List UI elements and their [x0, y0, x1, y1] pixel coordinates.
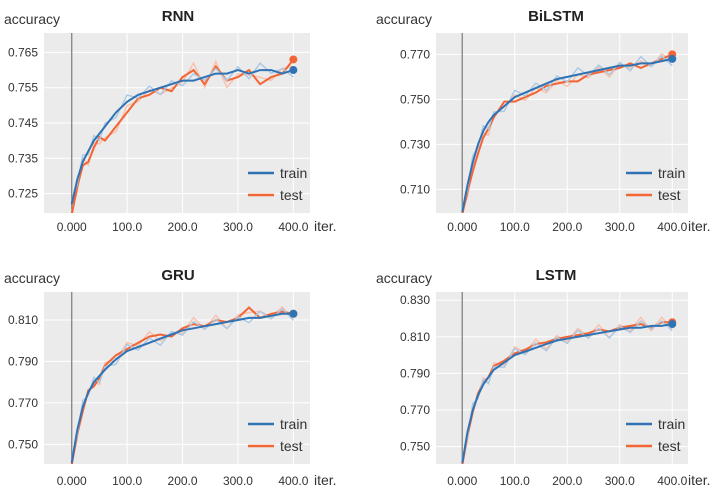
- x-tick-label: 300.0: [605, 474, 635, 488]
- chart-panel-lstm: accuracy LSTM 0.000 100.0 200.0 300.0 400.0 0…: [370, 262, 724, 499]
- x-tick-label: 400.0: [657, 220, 687, 234]
- endpoint-marker-train: [668, 54, 677, 63]
- chart-title: GRU: [161, 267, 194, 284]
- y-tick-label: 0.790: [8, 354, 38, 368]
- y-tick-label: 0.730: [400, 137, 430, 151]
- y-tick-label: 0.810: [8, 313, 38, 327]
- series-raw-train: [461, 55, 673, 209]
- x-tick-label: 200.0: [552, 220, 582, 234]
- chart-svg-rnn: accuracy RNN 0.000 100.0 200.0 300.0 400.0 0.…: [4, 8, 337, 234]
- series-line-train: [70, 312, 294, 464]
- chart-title: BiLSTM: [528, 8, 584, 25]
- series-line-train: [461, 57, 673, 213]
- x-tick-label: 100.0: [112, 220, 142, 234]
- y-tick-label: 0.765: [8, 45, 38, 59]
- y-axis-label: accuracy: [376, 11, 432, 27]
- y-tick-label: 0.790: [400, 366, 430, 380]
- series-raw-train: [71, 307, 294, 461]
- y-tick-label: 0.735: [8, 151, 38, 165]
- legend-label-train: train: [658, 165, 685, 181]
- x-tick-label: 300.0: [223, 220, 253, 234]
- x-tick-label: 200.0: [168, 220, 198, 234]
- y-tick-label: 0.745: [8, 116, 38, 130]
- plot-area: [436, 33, 688, 213]
- plot-area: [436, 292, 688, 464]
- legend-label-train: train: [280, 165, 307, 181]
- chart-svg-lstm: accuracy LSTM 0.000 100.0 200.0 300.0 400.0 0…: [376, 267, 711, 488]
- x-tick-label: 0.000: [57, 474, 87, 488]
- x-tick-label: 200.0: [552, 474, 582, 488]
- x-tick-label: 0.000: [447, 220, 477, 234]
- y-tick-label: 0.725: [8, 187, 38, 201]
- y-tick-label: 0.750: [8, 437, 38, 451]
- legend-label-train: train: [280, 416, 307, 432]
- x-axis-suffix: iter.: [688, 472, 711, 488]
- x-tick-label: 200.0: [168, 474, 198, 488]
- y-tick-label: 0.755: [8, 81, 38, 95]
- chart-svg-bilstm: accuracy BiLSTM 0.000 100.0 200.0 300.0 400.…: [376, 8, 711, 234]
- x-tick-label: 0.000: [57, 220, 87, 234]
- endpoint-marker-train: [668, 320, 677, 329]
- x-axis-suffix: iter.: [314, 472, 337, 488]
- y-axis-label: accuracy: [376, 270, 432, 286]
- chart-panel-bilstm: accuracy BiLSTM 0.000 100.0 200.0 300.0 400.…: [370, 0, 724, 250]
- legend-label-test: test: [658, 438, 681, 454]
- x-axis-suffix: iter.: [314, 218, 337, 234]
- x-tick-label: 400.0: [278, 474, 308, 488]
- x-axis-suffix: iter.: [688, 218, 711, 234]
- y-tick-label: 0.770: [400, 47, 430, 61]
- y-tick-label: 0.810: [400, 330, 430, 344]
- endpoint-marker-train: [289, 309, 298, 318]
- chart-panel-rnn: accuracy RNN 0.000 100.0 200.0 300.0 400.0 0.…: [0, 0, 362, 250]
- plot-area: [44, 292, 310, 464]
- chart-svg-gru: accuracy GRU 0.000 100.0 200.0 300.0 400.0 0.…: [4, 267, 337, 488]
- x-tick-label: 300.0: [223, 474, 253, 488]
- x-tick-label: 0.000: [447, 474, 477, 488]
- series-line-train: [70, 69, 294, 205]
- y-tick-label: 0.770: [400, 403, 430, 417]
- legend-label-test: test: [280, 187, 303, 203]
- series-raw-train: [461, 320, 673, 461]
- y-tick-label: 0.750: [400, 92, 430, 106]
- y-tick-label: 0.750: [400, 440, 430, 454]
- legend-label-train: train: [658, 416, 685, 432]
- endpoint-marker-train: [289, 66, 298, 75]
- x-tick-label: 300.0: [605, 220, 635, 234]
- legend-label-test: test: [658, 187, 681, 203]
- series-line-train: [461, 323, 673, 464]
- legend-label-test: test: [280, 438, 303, 454]
- series-line-test: [461, 53, 673, 213]
- y-axis-label: accuracy: [4, 270, 60, 286]
- x-tick-label: 400.0: [278, 220, 308, 234]
- x-tick-label: 100.0: [500, 220, 530, 234]
- chart-title: RNN: [162, 8, 195, 25]
- x-tick-label: 400.0: [657, 474, 687, 488]
- series-raw-train: [71, 62, 294, 202]
- chart-title: LSTM: [536, 267, 577, 284]
- y-axis-label: accuracy: [4, 11, 60, 27]
- endpoint-marker-test: [289, 55, 298, 64]
- chart-panel-gru: accuracy GRU 0.000 100.0 200.0 300.0 400.0 0.…: [0, 262, 362, 499]
- x-tick-label: 100.0: [500, 474, 530, 488]
- x-tick-label: 100.0: [112, 474, 142, 488]
- y-tick-label: 0.830: [400, 293, 430, 307]
- y-tick-label: 0.710: [400, 182, 430, 196]
- y-tick-label: 0.770: [8, 396, 38, 410]
